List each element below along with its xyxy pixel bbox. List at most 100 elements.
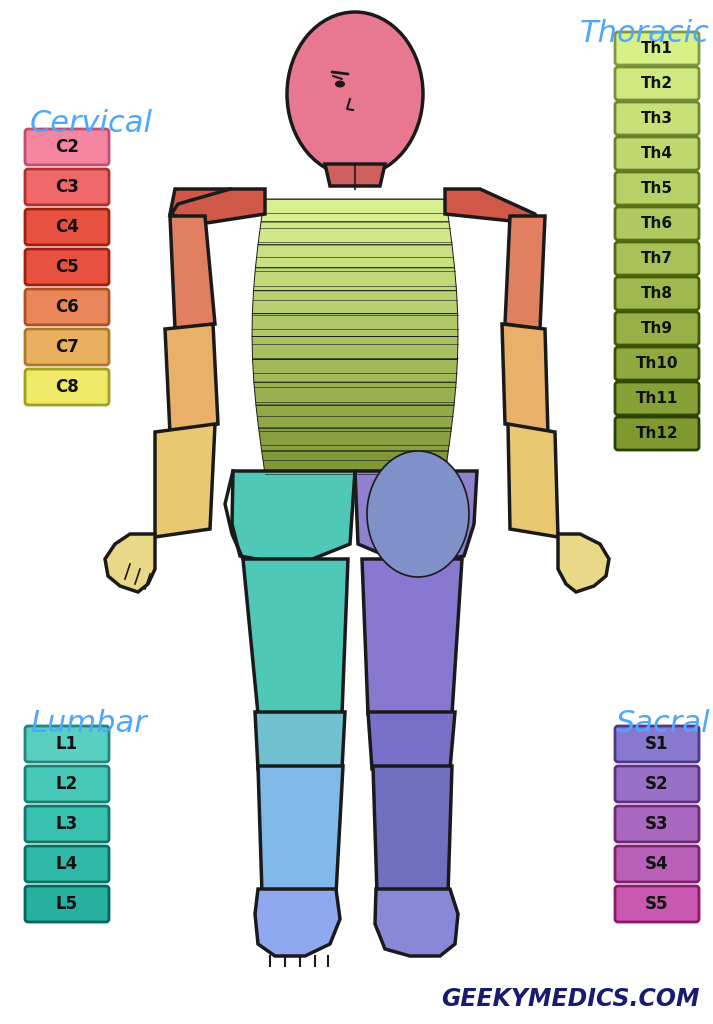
- FancyBboxPatch shape: [615, 886, 699, 922]
- Text: Cervical: Cervical: [30, 110, 153, 138]
- Polygon shape: [261, 199, 449, 222]
- Text: Th3: Th3: [641, 111, 673, 126]
- Text: S1: S1: [645, 735, 669, 753]
- Text: Th10: Th10: [636, 356, 678, 371]
- Text: Th7: Th7: [641, 251, 673, 266]
- Text: Th11: Th11: [636, 391, 678, 406]
- FancyBboxPatch shape: [615, 32, 699, 65]
- Polygon shape: [362, 559, 462, 714]
- FancyBboxPatch shape: [615, 726, 699, 762]
- Polygon shape: [165, 324, 218, 434]
- Polygon shape: [252, 313, 458, 337]
- Polygon shape: [502, 324, 548, 434]
- Text: S5: S5: [645, 895, 669, 913]
- Polygon shape: [256, 406, 454, 428]
- FancyBboxPatch shape: [25, 846, 109, 882]
- Polygon shape: [259, 428, 451, 452]
- FancyBboxPatch shape: [25, 169, 109, 205]
- Text: Th6: Th6: [641, 216, 673, 231]
- Text: Th1: Th1: [641, 41, 673, 56]
- Text: Th4: Th4: [641, 146, 673, 161]
- Text: C8: C8: [55, 378, 79, 396]
- Polygon shape: [445, 189, 540, 224]
- Polygon shape: [170, 189, 265, 224]
- Text: L2: L2: [56, 775, 78, 793]
- Text: C5: C5: [55, 258, 79, 276]
- Ellipse shape: [403, 495, 433, 534]
- Text: Th9: Th9: [641, 321, 673, 336]
- Text: C7: C7: [55, 338, 79, 356]
- Polygon shape: [105, 534, 155, 592]
- Text: Thoracic: Thoracic: [580, 19, 710, 48]
- Text: Sacral: Sacral: [615, 710, 710, 738]
- Text: S2: S2: [645, 775, 669, 793]
- Text: L1: L1: [56, 735, 78, 753]
- Ellipse shape: [376, 462, 460, 566]
- FancyBboxPatch shape: [615, 382, 699, 415]
- FancyBboxPatch shape: [25, 289, 109, 325]
- FancyBboxPatch shape: [25, 209, 109, 245]
- FancyBboxPatch shape: [25, 806, 109, 842]
- Text: GEEKYMEDICS.COM: GEEKYMEDICS.COM: [441, 987, 700, 1011]
- Text: C3: C3: [55, 178, 79, 196]
- FancyBboxPatch shape: [615, 312, 699, 345]
- Text: L5: L5: [56, 895, 78, 913]
- Text: Th5: Th5: [641, 181, 673, 196]
- Polygon shape: [254, 382, 456, 406]
- Ellipse shape: [335, 81, 345, 87]
- Text: C4: C4: [55, 218, 79, 236]
- Polygon shape: [155, 424, 215, 537]
- Text: Th2: Th2: [641, 76, 673, 91]
- FancyBboxPatch shape: [615, 766, 699, 802]
- Polygon shape: [252, 337, 458, 359]
- Ellipse shape: [385, 473, 451, 555]
- Polygon shape: [325, 164, 385, 186]
- FancyBboxPatch shape: [25, 249, 109, 285]
- Text: L4: L4: [56, 855, 78, 873]
- Text: Th8: Th8: [641, 286, 673, 301]
- Polygon shape: [368, 712, 455, 769]
- Polygon shape: [508, 424, 558, 537]
- FancyBboxPatch shape: [25, 766, 109, 802]
- Polygon shape: [252, 291, 458, 313]
- Ellipse shape: [394, 484, 442, 544]
- FancyBboxPatch shape: [25, 726, 109, 762]
- Polygon shape: [355, 471, 477, 566]
- Polygon shape: [258, 222, 452, 245]
- FancyBboxPatch shape: [615, 207, 699, 240]
- FancyBboxPatch shape: [615, 347, 699, 380]
- FancyBboxPatch shape: [615, 172, 699, 205]
- Ellipse shape: [367, 451, 469, 577]
- Polygon shape: [255, 245, 455, 267]
- FancyBboxPatch shape: [25, 369, 109, 406]
- FancyBboxPatch shape: [615, 278, 699, 310]
- FancyBboxPatch shape: [615, 417, 699, 450]
- Text: S4: S4: [645, 855, 669, 873]
- Polygon shape: [373, 766, 452, 894]
- FancyBboxPatch shape: [615, 102, 699, 135]
- Polygon shape: [252, 359, 458, 382]
- FancyBboxPatch shape: [615, 137, 699, 170]
- Text: L3: L3: [56, 815, 78, 833]
- FancyBboxPatch shape: [615, 67, 699, 100]
- FancyBboxPatch shape: [615, 242, 699, 275]
- FancyBboxPatch shape: [25, 329, 109, 365]
- Polygon shape: [258, 766, 343, 894]
- Polygon shape: [262, 452, 448, 474]
- FancyBboxPatch shape: [615, 806, 699, 842]
- Polygon shape: [254, 267, 456, 291]
- FancyBboxPatch shape: [615, 846, 699, 882]
- Polygon shape: [505, 216, 545, 329]
- Polygon shape: [170, 216, 215, 329]
- Polygon shape: [232, 471, 355, 566]
- Text: C6: C6: [55, 298, 79, 316]
- FancyBboxPatch shape: [25, 886, 109, 922]
- Text: C2: C2: [55, 138, 79, 156]
- Polygon shape: [243, 559, 348, 714]
- Text: S3: S3: [645, 815, 669, 833]
- Text: Th12: Th12: [636, 426, 678, 441]
- Text: Lumbar: Lumbar: [30, 710, 147, 738]
- Polygon shape: [255, 889, 340, 956]
- Polygon shape: [558, 534, 609, 592]
- Polygon shape: [255, 712, 345, 769]
